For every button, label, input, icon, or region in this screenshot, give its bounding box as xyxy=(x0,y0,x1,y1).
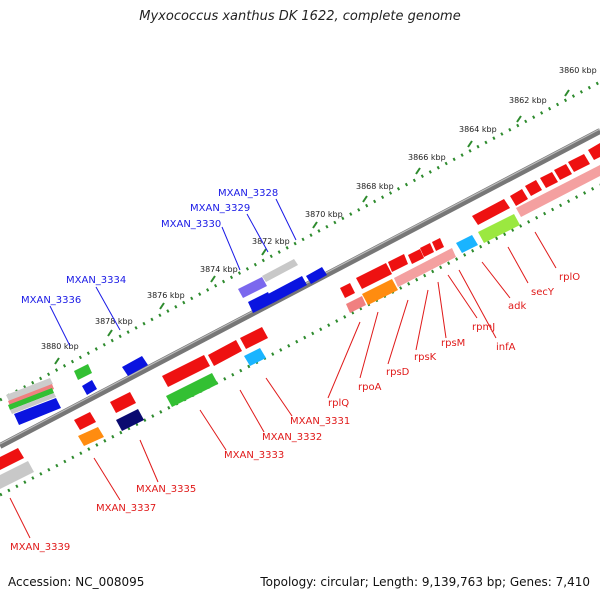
tick-label: 3864 kbp xyxy=(459,125,497,134)
gene-blue-a[interactable] xyxy=(268,276,307,303)
gene-blue-small[interactable] xyxy=(82,380,97,395)
gene-MXAN_3336[interactable] xyxy=(74,364,92,380)
gene-adk[interactable] xyxy=(478,214,520,243)
accession-text: Accession: NC_008095 xyxy=(8,575,145,589)
gene-label: infA xyxy=(496,342,516,353)
gene-pink[interactable] xyxy=(516,165,600,217)
gene-MXAN_3333[interactable] xyxy=(166,373,218,407)
gene-MXAN_3330[interactable] xyxy=(238,277,267,298)
tick-label: 3862 kbp xyxy=(509,96,547,105)
tick-label: 3878 kbp xyxy=(95,317,133,326)
forward-strand-genes xyxy=(6,259,327,425)
gene-label: MXAN_3337 xyxy=(96,503,156,514)
tick-label: 3876 kbp xyxy=(147,291,185,300)
gene-red[interactable] xyxy=(356,263,392,289)
gene-red[interactable] xyxy=(162,355,210,387)
gene-grey[interactable] xyxy=(0,461,34,489)
gene-MXAN_3337[interactable] xyxy=(78,427,104,446)
reverse-strand-genes xyxy=(0,143,600,489)
gene-pink[interactable] xyxy=(394,248,456,287)
gene-blue-b[interactable] xyxy=(248,292,273,313)
gene-red[interactable] xyxy=(510,189,528,206)
gene-MXAN_3339[interactable] xyxy=(0,448,24,470)
map-title: Myxococcus xanthus DK 1622, complete gen… xyxy=(139,9,461,24)
gene-big-blue[interactable] xyxy=(14,398,61,425)
gene-MXAN_3329[interactable] xyxy=(306,267,327,284)
gene-red[interactable] xyxy=(588,143,600,160)
gene-red[interactable] xyxy=(568,154,590,172)
tick-label: 3870 kbp xyxy=(305,210,343,219)
gene-MXAN_3331[interactable] xyxy=(240,327,268,349)
gene-stack[interactable] xyxy=(8,388,54,410)
gene-stack[interactable] xyxy=(6,378,53,401)
gene-infA[interactable] xyxy=(456,235,478,253)
gene-label: secY xyxy=(531,287,555,298)
gene-red[interactable] xyxy=(472,199,510,225)
gene-stack[interactable] xyxy=(8,384,54,406)
gene-label: MXAN_3336 xyxy=(21,295,81,306)
gene-label: MXAN_3328 xyxy=(218,188,278,199)
tick-label: 3880 kbp xyxy=(41,342,79,351)
gene-label: MXAN_3330 xyxy=(161,219,221,230)
gene-red[interactable] xyxy=(408,249,424,264)
gene-label: MXAN_3331 xyxy=(290,416,350,427)
gene-red[interactable] xyxy=(74,412,96,430)
label-leaders xyxy=(9,198,557,539)
gene-red[interactable] xyxy=(554,164,572,180)
tick-label: 3872 kbp xyxy=(252,237,290,246)
gene-red[interactable] xyxy=(388,254,408,272)
gene-MXAN_3332[interactable] xyxy=(208,340,242,366)
gene-rpoA[interactable] xyxy=(362,279,398,305)
gene-label: MXAN_3335 xyxy=(136,484,196,495)
gene-red[interactable] xyxy=(340,283,355,298)
inner-ruler xyxy=(0,183,600,497)
gene-stack[interactable] xyxy=(10,393,56,414)
gene-MXAN_3335[interactable] xyxy=(110,392,136,413)
gene-label: rpsM xyxy=(441,338,465,349)
gene-red[interactable] xyxy=(525,180,542,196)
genome-summary: Topology: circular; Length: 9,139,763 bp… xyxy=(260,575,590,589)
gene-navy[interactable] xyxy=(116,409,144,431)
ruler-ticks xyxy=(54,89,570,365)
gene-label: MXAN_3329 xyxy=(190,203,250,214)
gene-label: rpoA xyxy=(358,382,382,393)
gene-label: MXAN_3339 xyxy=(10,542,70,553)
gene-label: MXAN_3333 xyxy=(224,450,284,461)
gene-label: adk xyxy=(508,301,526,312)
tick-label: 3874 kbp xyxy=(200,265,238,274)
gene-label: rplO xyxy=(559,272,580,283)
gene-pink[interactable] xyxy=(346,296,366,313)
gene-MXAN_3328[interactable] xyxy=(262,259,298,282)
gene-label: MXAN_3334 xyxy=(66,275,126,286)
gene-label: rplQ xyxy=(328,398,349,409)
gene-MXAN_3334[interactable] xyxy=(122,356,148,376)
tick-label: 3866 kbp xyxy=(408,153,446,162)
tick-label: 3868 kbp xyxy=(356,182,394,191)
gene-label: rpmJ xyxy=(472,322,495,333)
gene-rpmJ[interactable] xyxy=(432,238,444,251)
tick-label: 3860 kbp xyxy=(559,66,597,75)
gene-label: rpsD xyxy=(386,367,410,378)
gene-rpsM[interactable] xyxy=(420,243,434,257)
gene-red[interactable] xyxy=(540,172,558,188)
gene-cyan[interactable] xyxy=(244,348,266,366)
gene-label: MXAN_3332 xyxy=(262,432,322,443)
gene-label: rpsK xyxy=(414,352,437,363)
